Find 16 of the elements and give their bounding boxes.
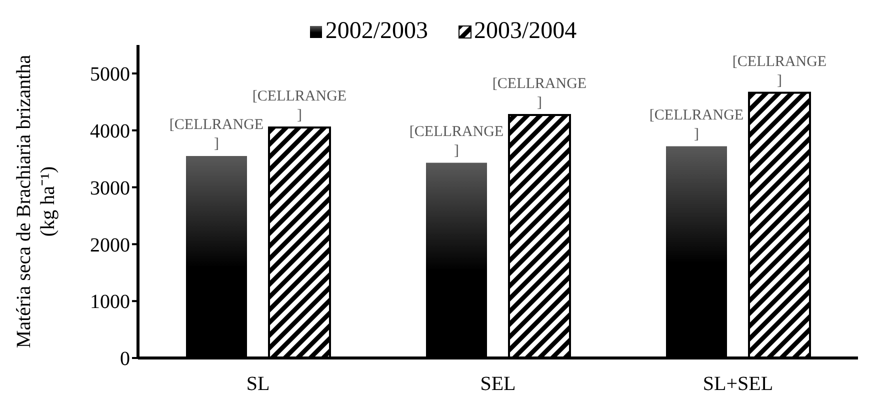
data-label: [CELLRANGE ]: [732, 54, 827, 89]
data-label: [CELLRANGE ]: [409, 124, 504, 159]
y-tick-label: 4000: [90, 120, 130, 142]
x-tick-label: SL: [246, 373, 270, 396]
y-tick-label: 1000: [90, 291, 130, 314]
data-label: [CELLRANGE ]: [492, 76, 587, 111]
x-tick-label: SL+SEL: [702, 373, 774, 396]
x-tick-label: SEL: [480, 373, 516, 396]
y-tick-label: 2000: [90, 234, 130, 256]
data-label: [CELLRANGE ]: [649, 107, 744, 142]
legend-label: 2003/2004: [473, 18, 577, 45]
y-tick-label: 0: [120, 348, 130, 370]
y-tick-label: 3000: [90, 177, 130, 200]
y-tick-label: 5000: [90, 64, 130, 86]
legend-label: 2002/2003: [324, 18, 428, 45]
y-axis-title: Matéria seca de Brachiaria brizantha (kg ha⁻¹): [13, 54, 59, 348]
